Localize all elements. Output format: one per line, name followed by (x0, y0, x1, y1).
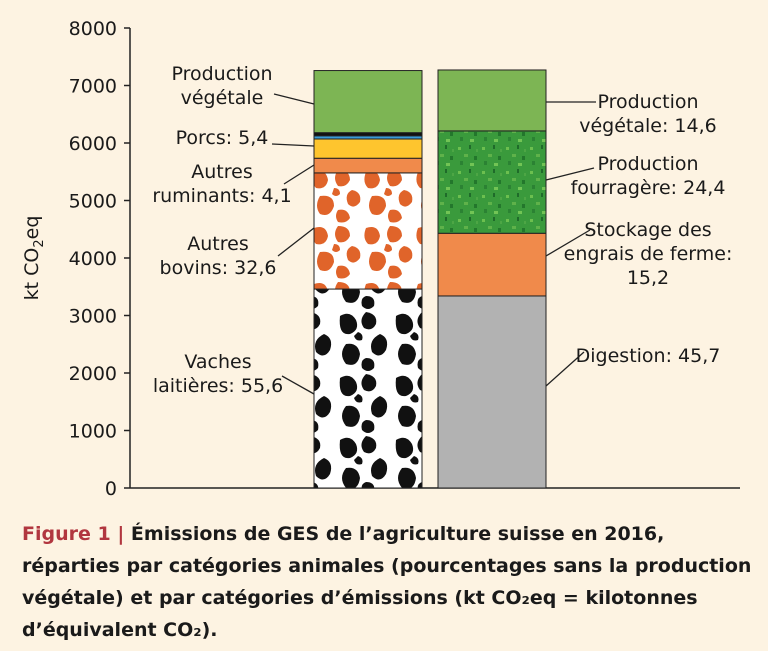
segment-label: Production végétale (171, 63, 272, 109)
bar-segment (313, 70, 423, 134)
segment-label: Production fourragère: 24,4 (571, 153, 726, 199)
leader-line (545, 229, 591, 257)
y-tick-label: 8000 (69, 18, 117, 40)
leader-line (271, 143, 315, 147)
segment-label: Autres ruminants: 4,1 (152, 161, 291, 207)
stacked-bar-chart: 0 1000 2000 3000 4000 5000 6000 7000 8000 kt CO2… (21, 18, 740, 500)
y-tick-label: 6000 (69, 133, 117, 155)
segment-label: Digestion: 45,7 (576, 345, 721, 367)
bar-segment (437, 130, 547, 234)
y-tick-label: 7000 (69, 76, 117, 98)
segment-label: Autres bovins: 32,6 (160, 233, 277, 279)
y-tick-label: 3000 (69, 306, 117, 328)
bar-segment (313, 138, 423, 159)
segment-label: Vaches laitières: 55,6 (153, 351, 283, 397)
bar-segment (437, 232, 547, 297)
y-tick-label: 0 (105, 478, 117, 500)
y-axis-label: kt CO2eq (21, 216, 47, 301)
bar-segment (437, 69, 547, 132)
y-axis-ticks: 0 1000 2000 3000 4000 5000 6000 7000 8000 (69, 18, 130, 500)
leader-line (277, 227, 315, 257)
bars (313, 69, 547, 489)
leader-line (283, 164, 315, 185)
y-tick-label: 5000 (69, 191, 117, 213)
bar-segment (313, 157, 423, 174)
y-tick-label: 4000 (69, 248, 117, 270)
segment-label: Stockage des engrais de ferme: 15,2 (564, 219, 733, 289)
leader-line (281, 375, 315, 395)
bar-segment (313, 172, 423, 290)
segment-label: Production végétale: 14,6 (579, 91, 717, 137)
leader-line (273, 93, 315, 105)
segment-label: Porcs: 5,4 (176, 127, 269, 149)
y-tick-label: 1000 (69, 421, 117, 443)
figure-caption: Figure 1 | Émissions de GES de l’agricul… (22, 518, 752, 646)
caption-text: Émissions de GES de l’agriculture suisse… (22, 523, 752, 641)
bar-segment (437, 295, 547, 489)
annotations: Vaches laitières: 55,6 Autres bovins: 32,6 A… (152, 63, 732, 397)
caption-separator: | (117, 523, 125, 545)
leader-line (545, 167, 595, 181)
leader-line (545, 351, 585, 387)
y-tick-label: 2000 (69, 363, 117, 385)
figure-label: Figure 1 (22, 523, 111, 545)
bar-segment (313, 288, 423, 489)
